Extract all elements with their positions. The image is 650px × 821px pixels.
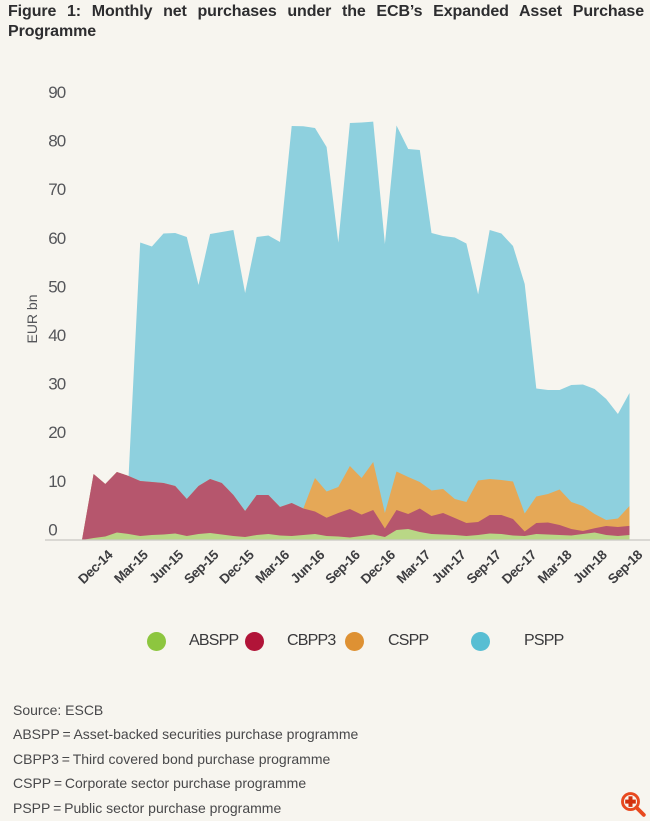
svg-text:Dec-15: Dec-15 bbox=[216, 547, 257, 587]
svg-text:20: 20 bbox=[48, 423, 66, 442]
svg-text:0: 0 bbox=[48, 520, 57, 539]
svg-text:Sep-17: Sep-17 bbox=[464, 547, 504, 586]
svg-text:Dec-17: Dec-17 bbox=[499, 547, 539, 586]
svg-text:Dec-14: Dec-14 bbox=[75, 547, 116, 587]
svg-text:50: 50 bbox=[48, 277, 66, 296]
svg-text:Sep-16: Sep-16 bbox=[322, 547, 363, 587]
svg-text:80: 80 bbox=[48, 132, 66, 151]
svg-text:Jun-15: Jun-15 bbox=[146, 547, 186, 587]
svg-text:70: 70 bbox=[48, 180, 66, 199]
svg-text:Dec-16: Dec-16 bbox=[358, 547, 399, 587]
svg-text:Mar-15: Mar-15 bbox=[111, 547, 151, 587]
svg-text:Jun-16: Jun-16 bbox=[288, 547, 328, 587]
svg-text:Mar-17: Mar-17 bbox=[394, 547, 434, 586]
svg-text:60: 60 bbox=[48, 229, 66, 248]
svg-text:Sep-15: Sep-15 bbox=[181, 547, 222, 587]
svg-text:Sep-18: Sep-18 bbox=[605, 547, 646, 587]
svg-text:30: 30 bbox=[48, 375, 66, 394]
svg-text:10: 10 bbox=[48, 472, 66, 491]
svg-text:90: 90 bbox=[48, 83, 66, 102]
svg-text:40: 40 bbox=[48, 326, 66, 345]
svg-text:Jun-17: Jun-17 bbox=[429, 547, 469, 586]
svg-text:Jun-18: Jun-18 bbox=[570, 547, 610, 587]
svg-text:Mar-18: Mar-18 bbox=[535, 547, 575, 587]
svg-text:Mar-16: Mar-16 bbox=[252, 547, 292, 587]
